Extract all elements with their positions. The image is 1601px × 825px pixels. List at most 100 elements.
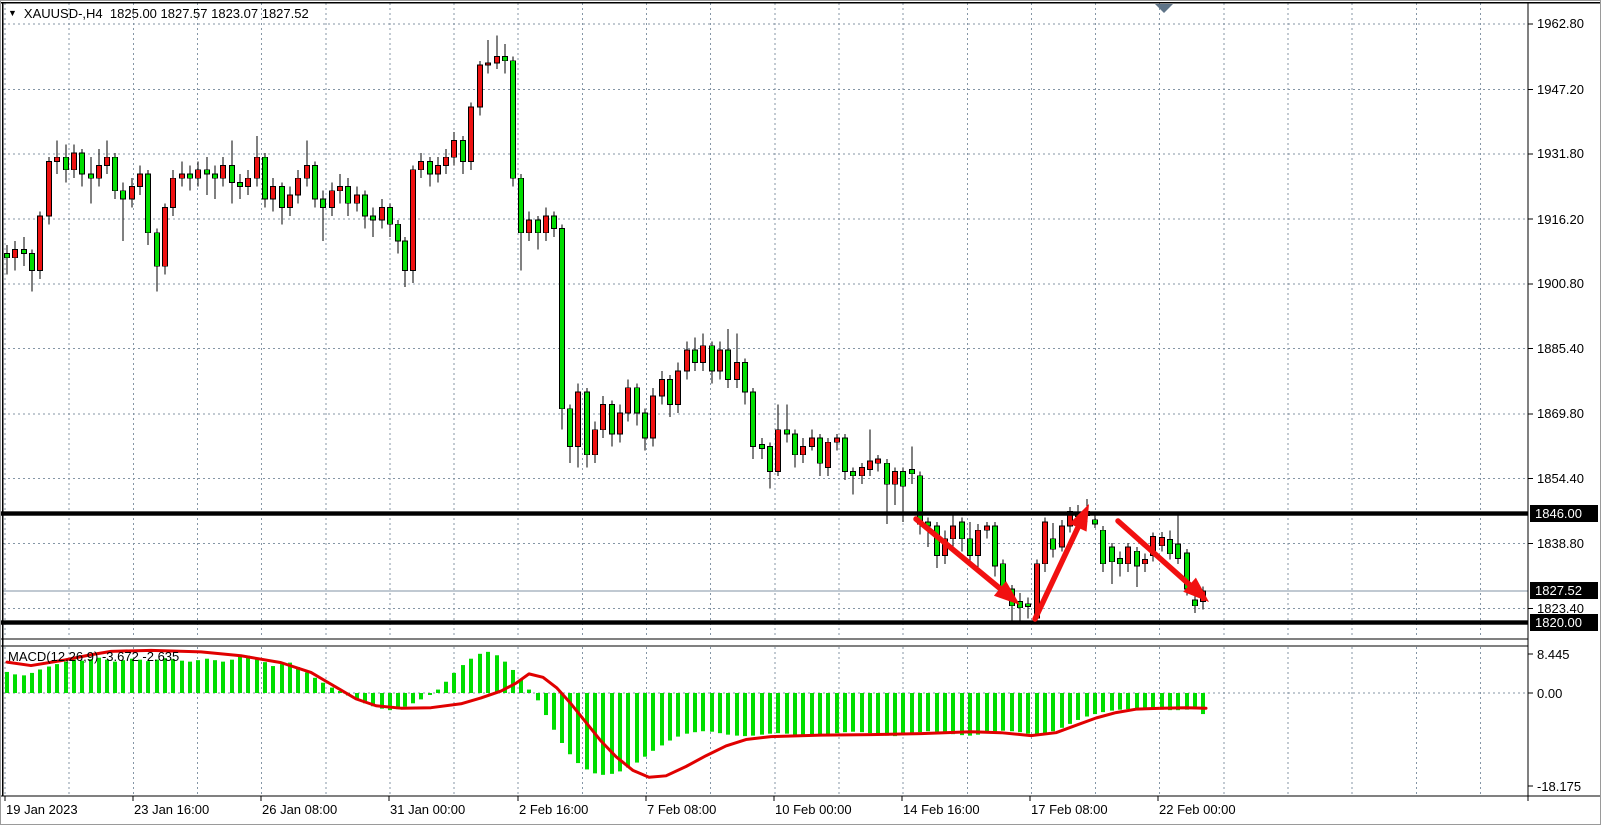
macd-histogram-bar [760,693,764,735]
trend-arrow-shaft[interactable] [1115,518,1197,592]
macd-histogram-bar [585,693,589,770]
macd-histogram-bar [478,653,482,693]
macd-histogram-bar [843,693,847,733]
candle-body [104,156,110,166]
macd-histogram-bar [568,693,572,755]
candle-body [427,160,433,175]
candle-body [1192,599,1198,607]
macd-histogram-bar [1026,693,1030,734]
time-axis[interactable]: 19 Jan 2023 23 Jan 16:00 26 Jan 08:00 31 Ja… [1,797,1528,824]
candle-body [742,362,748,393]
candle-body [900,471,906,487]
macd-histogram-bar [935,693,939,732]
macd-histogram-bar [826,693,830,735]
price-axis-label: 1947.20 [1537,81,1584,97]
candle-body [270,186,276,200]
price-axis-label: 1931.80 [1537,146,1584,162]
candle-body [345,186,351,204]
macd-histogram-bar [452,672,456,693]
macd-histogram-bar [146,661,150,693]
macd-histogram-bar [851,693,855,732]
candle-body [675,370,681,405]
candle-body [220,165,226,179]
macd-histogram-bar [380,693,384,709]
price-axis-label: 1838.80 [1537,536,1584,552]
macd-histogram-bar [503,661,507,693]
macd-histogram-bar [801,693,805,736]
candle-body [443,156,449,166]
candle-body [575,391,581,447]
candle-body [1175,543,1181,559]
candle-body [825,441,831,468]
macd-histogram-bar [835,693,839,734]
macd-histogram-bar [1151,693,1155,710]
candle-body [551,215,557,229]
time-axis-label: 2 Feb 16:00 [519,802,589,817]
candle-body [79,152,85,175]
trend-arrow-head[interactable] [1069,504,1089,532]
macd-histogram-bar [371,693,375,707]
candle-body [137,173,143,187]
macd-histogram-bar [396,693,400,710]
candle-body [892,471,898,485]
candle-body [395,223,401,242]
macd-histogram-bar [296,667,300,693]
macd-histogram-bar [188,661,192,693]
trend-arrow-head[interactable] [993,581,1020,605]
candle-body [21,249,27,255]
macd-histogram-bar [751,693,755,736]
candle-body [1134,550,1140,567]
ohlc-quote-label: 1825.00 1827.57 1823.07 1827.52 [109,6,309,21]
macd-histogram-bar [743,693,747,737]
candle-body [584,391,590,456]
level-price-badge: 1846.00 [1530,505,1598,523]
candle-body [700,345,706,364]
time-axis-label: 26 Jan 08:00 [262,802,338,817]
candle-body [1042,521,1048,565]
macd-histogram-bar [668,693,672,741]
macd-histogram-bar [718,693,722,734]
candle-body [950,525,956,540]
macd-histogram-bar [1018,693,1022,733]
scroll-position-marker [1155,4,1173,13]
macd-histogram-bar [419,693,423,700]
candle-body [725,349,731,380]
trend-arrow-shaft[interactable] [913,516,1008,596]
time-axis-label: 19 Jan 2023 [6,802,78,817]
macd-histogram-bar [38,669,42,693]
candle-body [502,56,508,62]
candle-body [402,240,408,271]
candle-body [312,165,318,200]
trend-arrow-head[interactable] [1183,577,1209,602]
macd-histogram-bar [89,659,93,693]
macd-histogram-bar [113,661,117,693]
candle-body [909,469,915,475]
candle-body [750,391,756,447]
time-axis-label: 31 Jan 00:00 [390,802,466,817]
macd-indicator-label: MACD(12,26,9) -3.672 -2.635 [8,649,179,664]
macd-histogram-bar [893,693,897,737]
candle-body [204,169,210,175]
candle-body [543,215,549,234]
candle-body [842,437,848,473]
price-axis[interactable]: 1962.80 1947.20 1931.80 1916.20 1900.80 1885.… [1528,1,1600,796]
candle-body [684,349,690,372]
candle-body [120,190,126,200]
macd-histogram-bar [246,655,250,693]
macd-histogram-bar [428,693,432,695]
candle-body [96,165,102,179]
macd-histogram-bar [901,693,905,736]
trend-arrow-shaft[interactable] [1032,519,1084,622]
macd-histogram-bar [1135,693,1139,709]
macd-histogram-bar [121,660,125,693]
time-axis-label: 22 Feb 00:00 [1159,802,1236,817]
candle-body [535,219,541,234]
macd-histogram-bar [305,672,309,693]
macd-histogram-bar [230,659,234,693]
candle-body [460,140,466,162]
macd-name-label: MACD(12,26,9) [8,649,99,664]
macd-histogram-bar [221,661,225,693]
macd-histogram-bar [643,693,647,757]
candle-body [154,232,160,267]
